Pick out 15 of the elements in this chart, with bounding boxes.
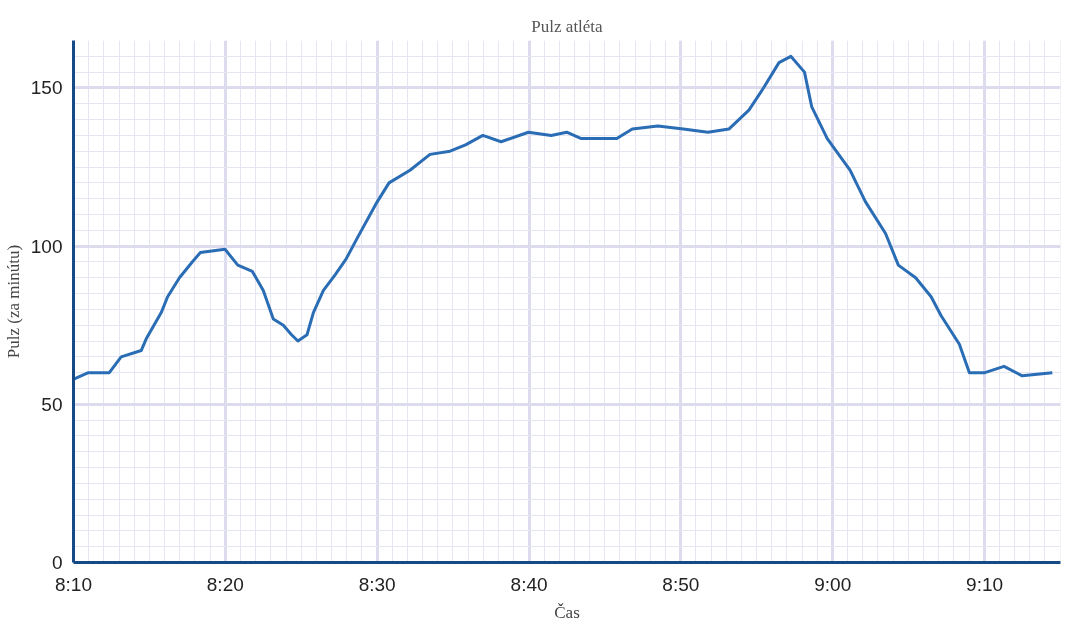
y-axis-title: Pulz (za minútu) xyxy=(3,244,23,359)
y-tick-label: 150 xyxy=(30,77,63,99)
line-series xyxy=(73,54,1054,381)
x-tick-label: 8:50 xyxy=(662,573,700,595)
x-tick-label: 8:10 xyxy=(55,573,92,595)
x-tick-label: 8:30 xyxy=(358,573,396,595)
x-axis-title: Čas xyxy=(554,602,580,622)
x-tick-label: 9:10 xyxy=(966,573,1004,595)
x-tick-label: 8:40 xyxy=(510,573,548,595)
y-tick-label: 100 xyxy=(30,235,63,257)
x-tick-label: 8:20 xyxy=(206,573,244,595)
y-tick-label: 50 xyxy=(41,393,63,415)
x-tick-label: 9:00 xyxy=(814,573,852,595)
y-tick-label: 0 xyxy=(51,552,63,573)
chart-title: Pulz atléta xyxy=(531,16,604,36)
